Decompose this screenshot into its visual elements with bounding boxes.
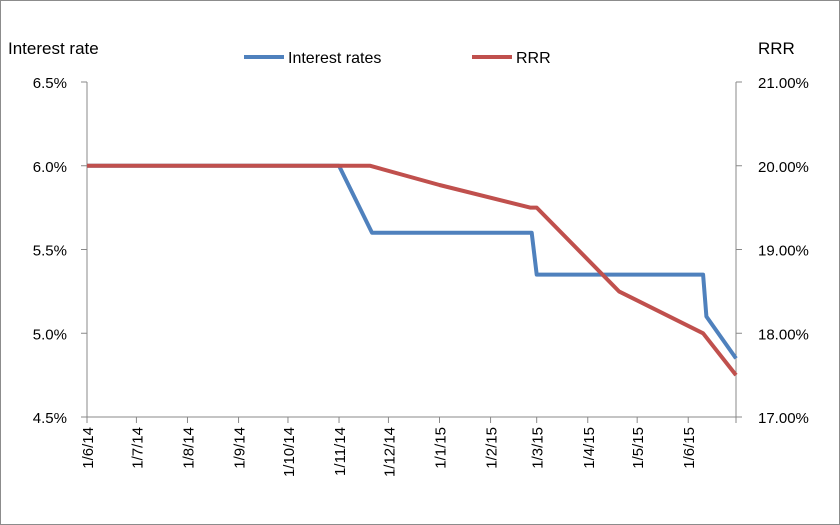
legend-label-interest-rates: Interest rates: [288, 50, 381, 67]
right-axis-tick-label: 20.00%: [758, 159, 809, 176]
x-axis-tick-label: 1/3/15: [530, 427, 547, 469]
x-axis-tick-label: 1/8/14: [180, 427, 197, 469]
x-axis-tick-label: 1/10/14: [281, 427, 298, 477]
right-axis-tick-label: 18.00%: [758, 326, 809, 343]
legend-label-rrr: RRR: [516, 50, 551, 67]
left-axis-tick-label: 5.5%: [33, 243, 67, 260]
left-axis-title: Interest rate: [8, 39, 99, 58]
x-axis-tick-label: 1/6/15: [681, 427, 698, 469]
x-axis-tick-label: 1/11/14: [332, 427, 349, 476]
x-axis-tick-label: 1/9/14: [232, 427, 249, 469]
right-axis-tick-label: 17.00%: [758, 410, 809, 427]
right-axis-tick-label: 21.00%: [758, 75, 809, 92]
x-axis-tick-label: 1/5/15: [630, 427, 647, 469]
x-axis-tick-label: 1/2/15: [484, 427, 501, 469]
x-axis-tick-label: 1/1/15: [433, 427, 450, 469]
series: [86, 163, 738, 377]
series-line-interest-rates: [87, 163, 738, 360]
left-axis-tick-label: 5.0%: [33, 326, 67, 343]
legend: Interest rates RRR: [244, 50, 551, 67]
x-axis-tick-label: 1/12/14: [381, 427, 398, 477]
left-axis-tick-label: 6.0%: [33, 159, 67, 176]
series-line-rrr: [87, 163, 738, 377]
right-axis-tick-label: 19.00%: [758, 243, 809, 260]
x-axis-tick-label: 1/6/14: [80, 427, 97, 469]
left-axis-tick-label: 6.5%: [33, 75, 67, 92]
axes: 6.5% 6.0% 5.5% 5.0% 4.5% 21.00% 20.00% 19.00% 18…: [33, 75, 809, 477]
x-axis-tick-label: 1/4/15: [581, 427, 598, 469]
right-axis-title: RRR: [758, 39, 795, 58]
left-axis-tick-label: 4.5%: [33, 410, 67, 427]
x-axis-tick-label: 1/7/14: [129, 427, 146, 469]
